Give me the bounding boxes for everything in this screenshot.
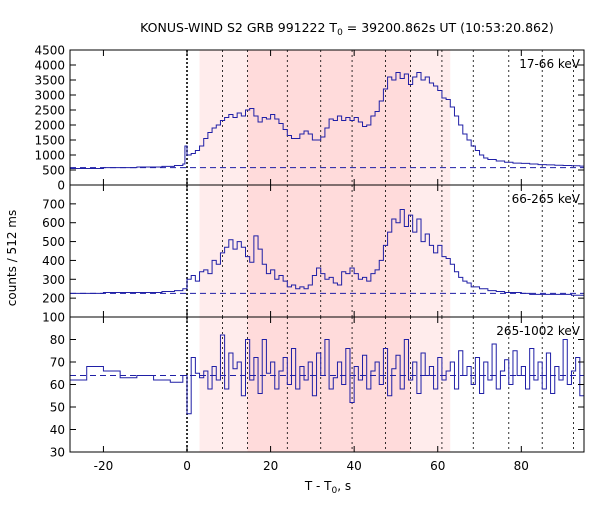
energy-band-label: 66-265 keV	[512, 192, 581, 206]
y-tick-label: 80	[50, 333, 65, 347]
y-tick-label: 100	[42, 311, 65, 325]
light-curve-series	[70, 209, 584, 296]
energy-band-label: 17-66 keV	[519, 57, 581, 71]
y-axis-label: counts / 512 ms	[5, 210, 19, 306]
x-tick-label: 0	[183, 459, 191, 473]
y-tick-label: 400	[42, 254, 65, 268]
x-tick-label: 40	[347, 459, 362, 473]
y-tick-label: 1000	[34, 149, 65, 163]
y-tick-label: 700	[42, 197, 65, 211]
panel-3: 30 40 50 60 70 80 265-1002 keV	[50, 316, 585, 460]
chart-title-prefix: KONUS-WIND S2 GRB 991222 T	[140, 20, 337, 35]
y-tick-label: 3000	[34, 89, 65, 103]
panel-2: 100 200 300 400 500 600 700 66-265 keV	[42, 184, 585, 325]
y-tick-label: 2000	[34, 119, 65, 133]
y-tick-label: 60	[50, 378, 65, 392]
y-tick-label: 30	[50, 446, 65, 460]
y-tick-label: 4000	[34, 59, 65, 73]
y-tick-label: 50	[50, 401, 65, 415]
x-tick-label: 20	[263, 459, 278, 473]
x-tick-label: -20	[94, 459, 114, 473]
light-curve-series	[70, 334, 584, 415]
y-tick-label: 300	[42, 273, 65, 287]
shaded-region-1	[199, 185, 451, 317]
y-tick-label: 1500	[34, 134, 65, 148]
y-tick-label: 2500	[34, 104, 65, 118]
shaded-region-2	[247, 50, 411, 185]
y-tick-label: 4500	[34, 44, 65, 58]
chart-title: KONUS-WIND S2 GRB 991222 T0 = 39200.862s…	[140, 20, 554, 38]
x-axis-label: T - T0, s	[304, 479, 351, 496]
y-tick-label: 500	[42, 164, 65, 178]
shaded-region-1	[199, 50, 451, 185]
y-tick-label: 200	[42, 292, 65, 306]
x-axis-label-subscript: 0	[332, 486, 338, 496]
x-tick-label: 80	[514, 459, 529, 473]
y-tick-label: 70	[50, 356, 65, 370]
x-tick-label: 60	[430, 459, 445, 473]
y-tick-label: 500	[42, 235, 65, 249]
y-tick-label: 600	[42, 216, 65, 230]
x-axis-label-prefix: T - T	[304, 479, 332, 493]
y-tick-label: 3500	[34, 74, 65, 88]
chart-title-subscript: 0	[337, 28, 343, 38]
y-tick-label: 40	[50, 423, 65, 437]
light-curve-series	[70, 72, 584, 169]
y-tick-label: 0	[57, 179, 65, 193]
chart-title-suffix: = 39200.862s UT (10:53:20.862)	[343, 20, 554, 35]
plot-area: 05001000150020002500300035004000450017-6…	[34, 44, 585, 473]
x-axis-label-suffix: , s	[337, 479, 351, 493]
shaded-region-2	[247, 185, 411, 317]
energy-band-label: 265-1002 keV	[496, 324, 580, 338]
